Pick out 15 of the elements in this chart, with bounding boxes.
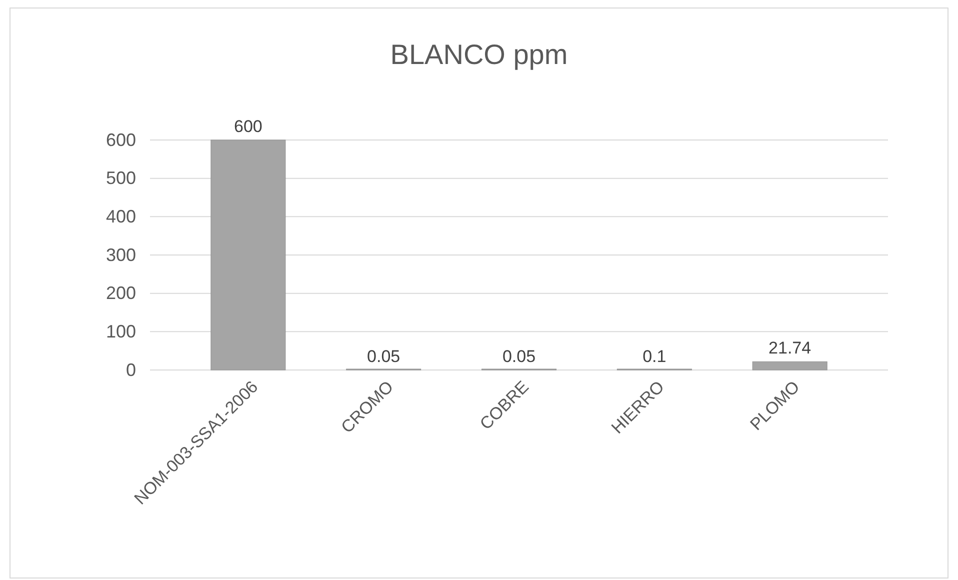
y-tick-label: 500 (106, 168, 136, 188)
data-label: 0.05 (502, 346, 536, 366)
y-tick-label: 300 (106, 244, 136, 265)
bar (210, 140, 286, 370)
data-label: 0.1 (642, 346, 666, 366)
y-tick-label: 0 (126, 360, 136, 380)
data-label: 0.05 (367, 346, 400, 366)
y-tick-label: 600 (106, 130, 136, 150)
bar (752, 361, 828, 370)
data-label: 21.74 (768, 338, 812, 358)
data-label: 600 (234, 117, 262, 136)
y-tick-label: 200 (106, 283, 136, 304)
chart-title: BLANCO ppm (390, 39, 568, 70)
y-tick-label: 400 (106, 206, 136, 226)
y-tick-label: 100 (106, 321, 136, 342)
